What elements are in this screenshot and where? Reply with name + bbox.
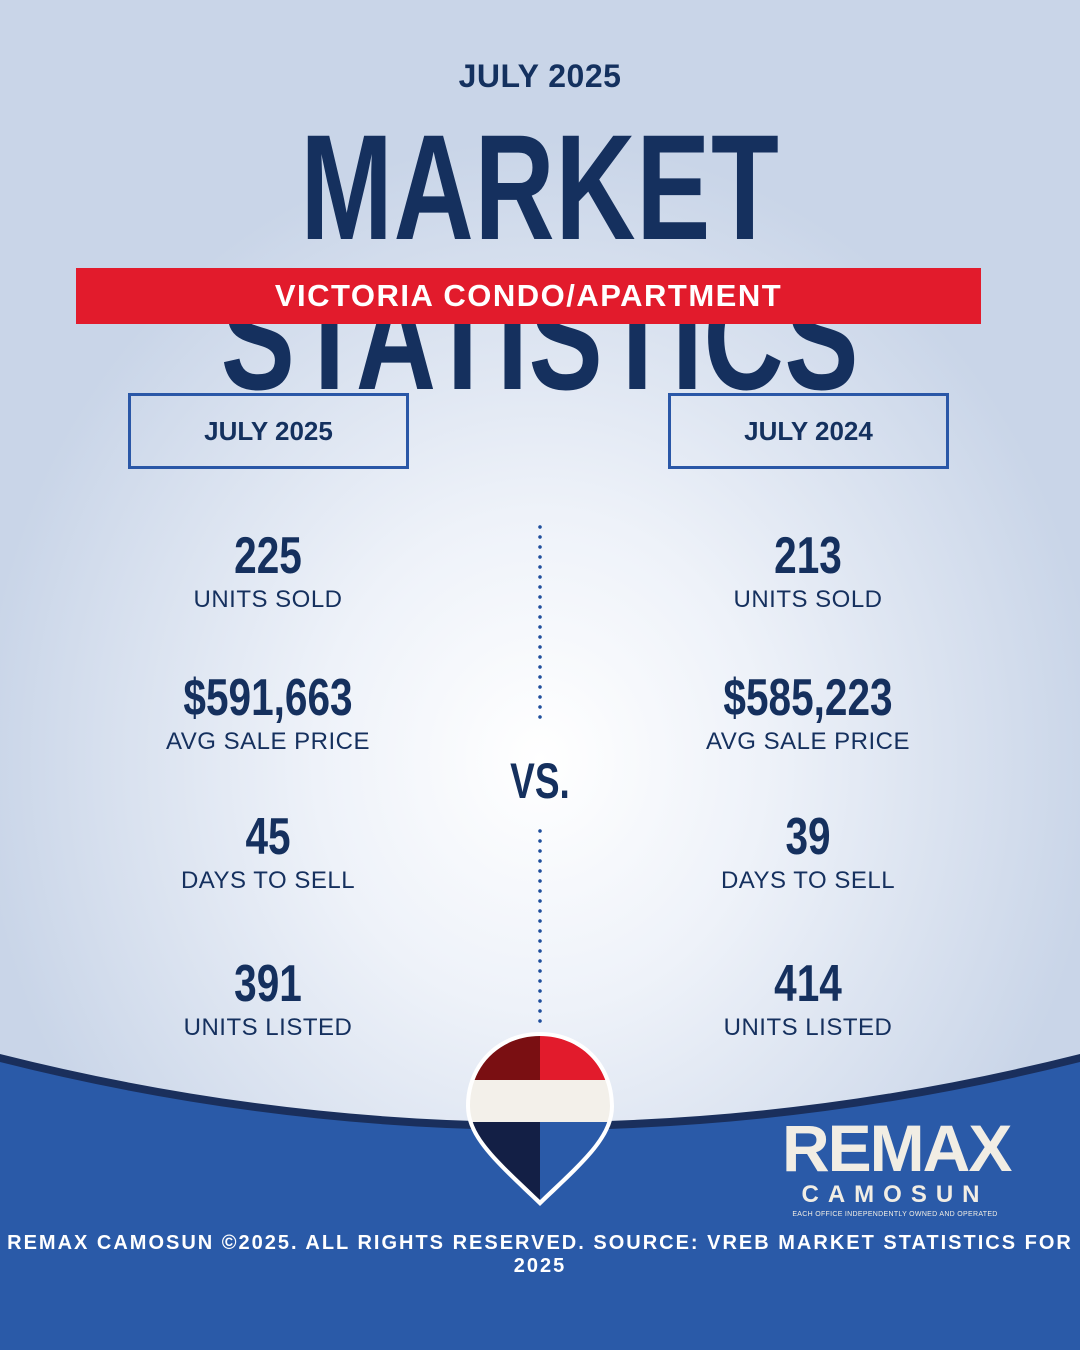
divider-dots-bottom: [538, 826, 542, 1026]
stat-label: UNITS SOLD: [733, 586, 883, 613]
brand-tagline: EACH OFFICE INDEPENDENTLY OWNED AND OPER…: [792, 1211, 998, 1218]
stat-value: 391: [234, 955, 302, 1013]
stat-label: UNITS LISTED: [183, 1014, 353, 1041]
stat-value: 39: [785, 808, 831, 866]
stat-label: UNITS SOLD: [193, 586, 343, 613]
divider-dots-top: [538, 522, 542, 722]
stat-days-to-sell-current: 45 DAYS TO SELL: [108, 809, 428, 895]
stat-value: 213: [774, 527, 842, 585]
stat-label: AVG SALE PRICE: [166, 728, 370, 755]
brand-logo: REMAX CAMOSUN EACH OFFICE INDEPENDENTLY …: [782, 1111, 1012, 1218]
stat-days-to-sell-previous: 39 DAYS TO SELL: [648, 809, 968, 895]
stat-avg-price-current: $591,663 AVG SALE PRICE: [108, 670, 428, 756]
stat-label: DAYS TO SELL: [180, 867, 356, 894]
stat-value: $591,663: [183, 669, 353, 727]
stat-label: UNITS LISTED: [723, 1014, 893, 1041]
column-header-current: JULY 2025: [128, 393, 409, 469]
footer-copyright: REMAX CAMOSUN ©2025. ALL RIGHTS RESERVED…: [7, 1232, 1073, 1277]
stat-value: 225: [234, 527, 302, 585]
column-header-current-label: JULY 2025: [204, 415, 333, 446]
stat-value: $585,223: [723, 669, 893, 727]
stat-units-listed-previous: 414 UNITS LISTED: [648, 956, 968, 1042]
column-header-previous: JULY 2024: [668, 393, 949, 469]
region-banner-label: VICTORIA CONDO/APARTMENT: [274, 278, 783, 313]
stat-label: DAYS TO SELL: [720, 867, 896, 894]
balloon-logo-icon: [466, 1032, 614, 1206]
header-month: JULY 2025: [458, 58, 622, 94]
region-banner: VICTORIA CONDO/APARTMENT: [76, 268, 981, 324]
vs-label: VS.: [510, 753, 570, 809]
stat-value: 45: [245, 808, 291, 866]
stat-units-sold-previous: 213 UNITS SOLD: [648, 528, 968, 614]
stat-label: AVG SALE PRICE: [706, 728, 910, 755]
stat-units-listed-current: 391 UNITS LISTED: [108, 956, 428, 1042]
stat-avg-price-previous: $585,223 AVG SALE PRICE: [648, 670, 968, 756]
column-header-previous-label: JULY 2024: [744, 415, 873, 446]
brand-office: CAMOSUN: [801, 1181, 989, 1208]
page-title: MARKET STATISTICS: [220, 103, 860, 421]
brand-name: REMAX: [782, 1111, 1012, 1185]
stat-units-sold-current: 225 UNITS SOLD: [108, 528, 428, 614]
stat-value: 414: [774, 955, 842, 1013]
